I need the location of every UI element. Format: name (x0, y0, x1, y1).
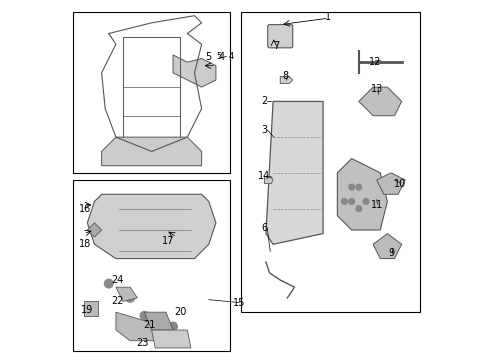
Circle shape (363, 199, 368, 204)
Text: 1: 1 (325, 13, 331, 22)
Polygon shape (173, 55, 216, 87)
FancyBboxPatch shape (267, 24, 292, 48)
Polygon shape (264, 176, 272, 184)
Circle shape (348, 184, 354, 190)
Text: 15: 15 (232, 298, 245, 308)
Text: 9: 9 (387, 248, 393, 258)
Circle shape (104, 279, 113, 288)
Text: 22: 22 (111, 296, 123, 306)
Text: 5: 5 (205, 52, 211, 62)
Polygon shape (280, 76, 292, 84)
Text: 18: 18 (79, 239, 91, 249)
Text: 10: 10 (393, 179, 405, 189)
Text: 21: 21 (143, 320, 156, 330)
Circle shape (125, 294, 134, 302)
Polygon shape (116, 287, 137, 301)
Polygon shape (151, 330, 190, 348)
Circle shape (154, 319, 163, 327)
Circle shape (348, 199, 354, 204)
Text: -: - (223, 52, 226, 61)
Text: 7: 7 (273, 41, 279, 51)
Polygon shape (83, 301, 98, 316)
Text: 23: 23 (136, 338, 148, 347)
Polygon shape (265, 102, 323, 244)
Text: 6: 6 (261, 223, 266, 233)
Text: 17: 17 (161, 236, 174, 246)
Polygon shape (87, 223, 102, 237)
Text: 8: 8 (282, 71, 288, 81)
Text: 13: 13 (370, 84, 382, 94)
Polygon shape (102, 137, 201, 166)
Text: 3: 3 (261, 125, 266, 135)
Text: 14: 14 (258, 171, 270, 181)
Circle shape (140, 311, 148, 320)
Circle shape (355, 206, 361, 211)
Circle shape (341, 199, 346, 204)
Polygon shape (116, 312, 165, 341)
Polygon shape (337, 158, 386, 230)
Text: 4: 4 (228, 52, 233, 61)
Text: 19: 19 (81, 305, 93, 315)
Polygon shape (376, 173, 405, 194)
Text: 20: 20 (174, 307, 186, 317)
Circle shape (168, 322, 177, 331)
Polygon shape (358, 87, 401, 116)
Text: 16: 16 (79, 203, 91, 213)
Polygon shape (372, 234, 401, 258)
Text: 24: 24 (111, 275, 123, 285)
Polygon shape (144, 312, 173, 330)
Text: 5: 5 (216, 52, 221, 61)
Text: 4: 4 (218, 52, 224, 62)
Circle shape (355, 184, 361, 190)
Polygon shape (87, 194, 216, 258)
Text: 12: 12 (368, 57, 380, 67)
Text: 11: 11 (370, 200, 382, 210)
Text: 2: 2 (261, 96, 267, 107)
